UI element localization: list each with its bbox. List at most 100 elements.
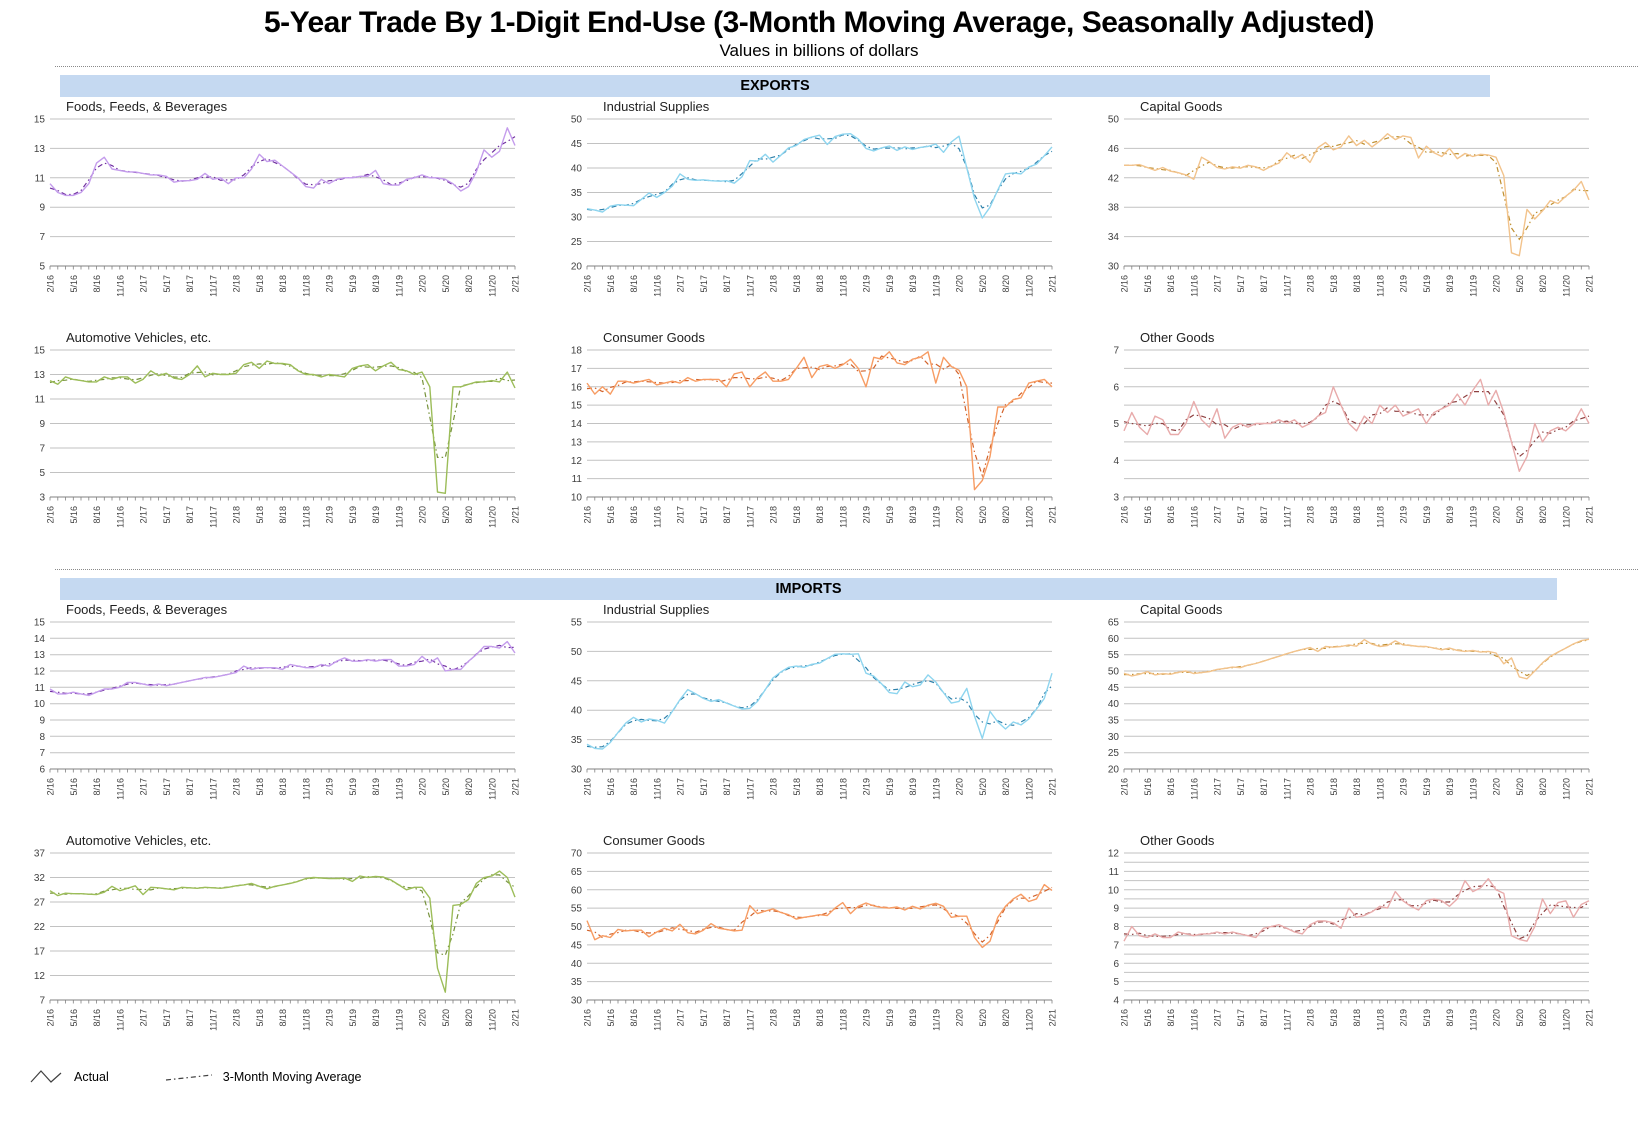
svg-text:2/16: 2/16: [583, 778, 593, 796]
svg-text:8/20: 8/20: [1538, 275, 1548, 293]
svg-text:2/18: 2/18: [769, 275, 779, 293]
svg-text:11/20: 11/20: [1561, 506, 1571, 528]
svg-text:2/20: 2/20: [418, 1009, 428, 1027]
svg-text:2/17: 2/17: [676, 778, 686, 796]
svg-text:13: 13: [34, 370, 46, 381]
svg-text:5/19: 5/19: [1422, 1009, 1432, 1027]
svg-text:8/17: 8/17: [185, 275, 195, 293]
svg-text:5/17: 5/17: [699, 506, 709, 524]
svg-text:5/17: 5/17: [1236, 1009, 1246, 1027]
svg-text:5/16: 5/16: [69, 778, 79, 796]
gridlines: [50, 621, 515, 770]
gridlines: [587, 852, 1052, 1001]
svg-text:11/17: 11/17: [208, 778, 218, 800]
section-header-exports: EXPORTS: [60, 75, 1490, 97]
svg-text:18: 18: [571, 346, 583, 357]
svg-text:40: 40: [571, 959, 583, 970]
svg-text:11/18: 11/18: [1375, 506, 1385, 528]
svg-text:30: 30: [571, 213, 583, 224]
svg-text:8/20: 8/20: [464, 275, 474, 293]
svg-text:5/17: 5/17: [1236, 506, 1246, 524]
svg-text:10: 10: [34, 699, 46, 710]
svg-text:5/18: 5/18: [792, 506, 802, 524]
svg-text:8/19: 8/19: [908, 1009, 918, 1027]
svg-text:2/19: 2/19: [862, 275, 872, 293]
svg-text:2/21: 2/21: [1585, 1009, 1595, 1027]
svg-text:2/21: 2/21: [511, 1009, 521, 1027]
svg-text:11: 11: [35, 173, 46, 184]
svg-text:37: 37: [34, 849, 46, 860]
svg-text:9: 9: [1113, 904, 1119, 915]
svg-text:11/19: 11/19: [1468, 778, 1478, 800]
svg-text:11/20: 11/20: [487, 275, 497, 297]
chart-title: Other Goods: [1140, 833, 1215, 848]
gridlines: [50, 349, 515, 498]
svg-text:5/17: 5/17: [162, 1009, 172, 1027]
svg-text:8/17: 8/17: [1259, 275, 1269, 293]
svg-text:8/17: 8/17: [1259, 778, 1269, 796]
svg-text:2/20: 2/20: [1492, 506, 1502, 524]
svg-text:5/16: 5/16: [1143, 275, 1153, 293]
svg-text:11/18: 11/18: [838, 506, 848, 528]
svg-text:2/21: 2/21: [511, 778, 521, 796]
chart-title: Consumer Goods: [603, 833, 705, 848]
svg-text:5/17: 5/17: [1236, 778, 1246, 796]
svg-text:5: 5: [1113, 419, 1119, 430]
svg-text:2/20: 2/20: [955, 275, 965, 293]
svg-text:5/18: 5/18: [1329, 275, 1339, 293]
svg-text:10: 10: [571, 493, 583, 504]
svg-text:17: 17: [571, 364, 583, 375]
x-axis-labels: 2/16 5/16 8/16 11/16 2/17 5/17 8/17 11/17 2/18 5/…: [583, 275, 1058, 297]
svg-text:13: 13: [34, 650, 46, 661]
svg-text:5/16: 5/16: [1143, 778, 1153, 796]
svg-text:11/19: 11/19: [394, 778, 404, 800]
svg-text:8/20: 8/20: [1538, 1009, 1548, 1027]
svg-text:11/20: 11/20: [487, 778, 497, 800]
svg-text:5/19: 5/19: [885, 1009, 895, 1027]
svg-text:38: 38: [1108, 203, 1120, 214]
svg-text:8/19: 8/19: [371, 275, 381, 293]
svg-text:2/17: 2/17: [1213, 506, 1223, 524]
svg-text:4: 4: [1113, 996, 1119, 1007]
chart-title: Capital Goods: [1140, 99, 1223, 114]
svg-text:15: 15: [34, 346, 46, 357]
svg-text:2/21: 2/21: [511, 506, 521, 524]
svg-text:11/16: 11/16: [652, 1009, 662, 1031]
svg-text:5/17: 5/17: [162, 275, 172, 293]
imports-chart-grid: 6 7 8 9 10 11 12 13 14 15 2/16 5/16 8/16 11/16 2/17 5/1…: [0, 602, 1638, 1058]
svg-text:11/18: 11/18: [301, 778, 311, 800]
chart-exports-consumer: 10 11 12 13 14 15 16 17 18 2/16 5/16 8/16 11/16 2/17 5…: [551, 330, 1066, 555]
svg-text:8/16: 8/16: [629, 506, 639, 524]
svg-text:11: 11: [35, 395, 46, 406]
svg-text:2/16: 2/16: [583, 506, 593, 524]
svg-text:11/19: 11/19: [394, 506, 404, 528]
x-axis-labels: 2/16 5/16 8/16 11/16 2/17 5/17 8/17 11/17 2/18 5/…: [1120, 1009, 1595, 1031]
svg-text:5/16: 5/16: [606, 1009, 616, 1027]
svg-text:9: 9: [39, 203, 45, 214]
svg-text:2/19: 2/19: [862, 1009, 872, 1027]
svg-text:8/20: 8/20: [464, 506, 474, 524]
x-axis-labels: 2/16 5/16 8/16 11/16 2/17 5/17 8/17 11/17 2/18 5/…: [46, 506, 521, 528]
moving-average-line-icon: [165, 1074, 212, 1081]
svg-text:5/16: 5/16: [1143, 506, 1153, 524]
svg-text:3: 3: [1113, 493, 1119, 504]
svg-text:2/21: 2/21: [1048, 778, 1058, 796]
svg-text:2/21: 2/21: [1048, 1009, 1058, 1027]
svg-text:2/18: 2/18: [769, 778, 779, 796]
line-chart: 30 35 40 45 50 55 2/16 5/16 8/16 11/16 2/17 5/17 8/1…: [571, 602, 1058, 800]
svg-text:11/19: 11/19: [394, 275, 404, 297]
svg-text:15: 15: [571, 401, 583, 412]
chart-title: Capital Goods: [1140, 602, 1223, 617]
svg-text:8/19: 8/19: [371, 506, 381, 524]
svg-text:8/20: 8/20: [1538, 778, 1548, 796]
svg-text:65: 65: [1108, 618, 1120, 629]
x-axis-ticks: [49, 266, 516, 270]
svg-text:7: 7: [39, 232, 45, 243]
svg-text:3: 3: [39, 493, 45, 504]
svg-text:11: 11: [572, 474, 583, 485]
svg-text:8/19: 8/19: [1445, 1009, 1455, 1027]
svg-text:13: 13: [571, 437, 583, 448]
gridlines: [587, 621, 1052, 770]
svg-text:2/16: 2/16: [46, 506, 56, 524]
svg-text:11/17: 11/17: [208, 1009, 218, 1031]
